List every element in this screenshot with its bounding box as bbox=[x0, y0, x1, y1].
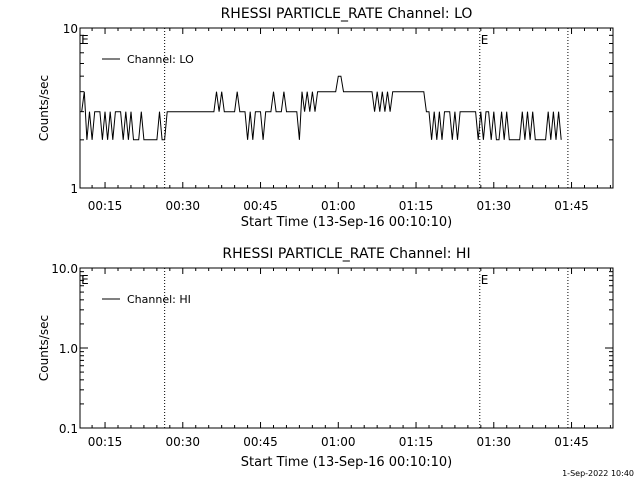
panel2-eclipse-mark: E bbox=[81, 273, 89, 287]
panel2-y-tick-label: 0.1 bbox=[59, 422, 78, 436]
panel2-x-tick-label: 00:30 bbox=[165, 435, 200, 449]
panel2-x-tick-label: 00:45 bbox=[243, 435, 278, 449]
panel1-eclipse-mark: E bbox=[81, 33, 89, 47]
panel1-series-line bbox=[81, 75, 562, 141]
panel2-x-tick-label: 00:15 bbox=[88, 435, 123, 449]
panel2-x-tick-label: 01:15 bbox=[399, 435, 434, 449]
panel2-x-tick-label: 01:45 bbox=[554, 435, 589, 449]
panel1-x-tick-label: 00:30 bbox=[165, 199, 200, 213]
panel1-axes-frame bbox=[79, 27, 614, 189]
panel2-x-tick-label: 01:30 bbox=[476, 435, 511, 449]
panel2-eclipse-mark: E bbox=[481, 273, 489, 287]
panel1-eclipse-mark: E bbox=[481, 33, 489, 47]
panel1-x-tick-label: 01:00 bbox=[321, 199, 356, 213]
panel2-axes-frame bbox=[79, 267, 614, 429]
panel1-y-tick-label: 10 bbox=[63, 22, 78, 36]
panel2-legend-label: Channel: HI bbox=[127, 293, 191, 306]
panel2-x-tick-label: 01:00 bbox=[321, 435, 356, 449]
panel1-x-tick-label: 01:45 bbox=[554, 199, 589, 213]
panel1-y-axis-label: Counts/sec bbox=[37, 75, 51, 141]
panel1-chart-title: RHESSI PARTICLE_RATE Channel: LO bbox=[221, 6, 473, 22]
panel1-x-tick-label: 01:15 bbox=[399, 199, 434, 213]
footer-timestamp: 1-Sep-2022 10:40 bbox=[562, 469, 634, 478]
panel1-x-axis-label: Start Time (13-Sep-16 00:10:10) bbox=[241, 215, 452, 230]
panel2-y-tick-label: 10.0 bbox=[51, 262, 78, 276]
panel2-y-tick-label: 1.0 bbox=[59, 342, 78, 356]
panel1-x-tick-label: 00:45 bbox=[243, 199, 278, 213]
panel2-x-axis-label: Start Time (13-Sep-16 00:10:10) bbox=[241, 455, 452, 470]
panel2-y-axis-label: Counts/sec bbox=[37, 315, 51, 381]
panel1-legend-label: Channel: LO bbox=[127, 53, 194, 66]
panel2-chart-title: RHESSI PARTICLE_RATE Channel: HI bbox=[222, 246, 470, 262]
panel1-x-tick-label: 00:15 bbox=[88, 199, 123, 213]
panel1-x-tick-label: 01:30 bbox=[476, 199, 511, 213]
panel1-y-tick-label: 1 bbox=[70, 182, 78, 196]
